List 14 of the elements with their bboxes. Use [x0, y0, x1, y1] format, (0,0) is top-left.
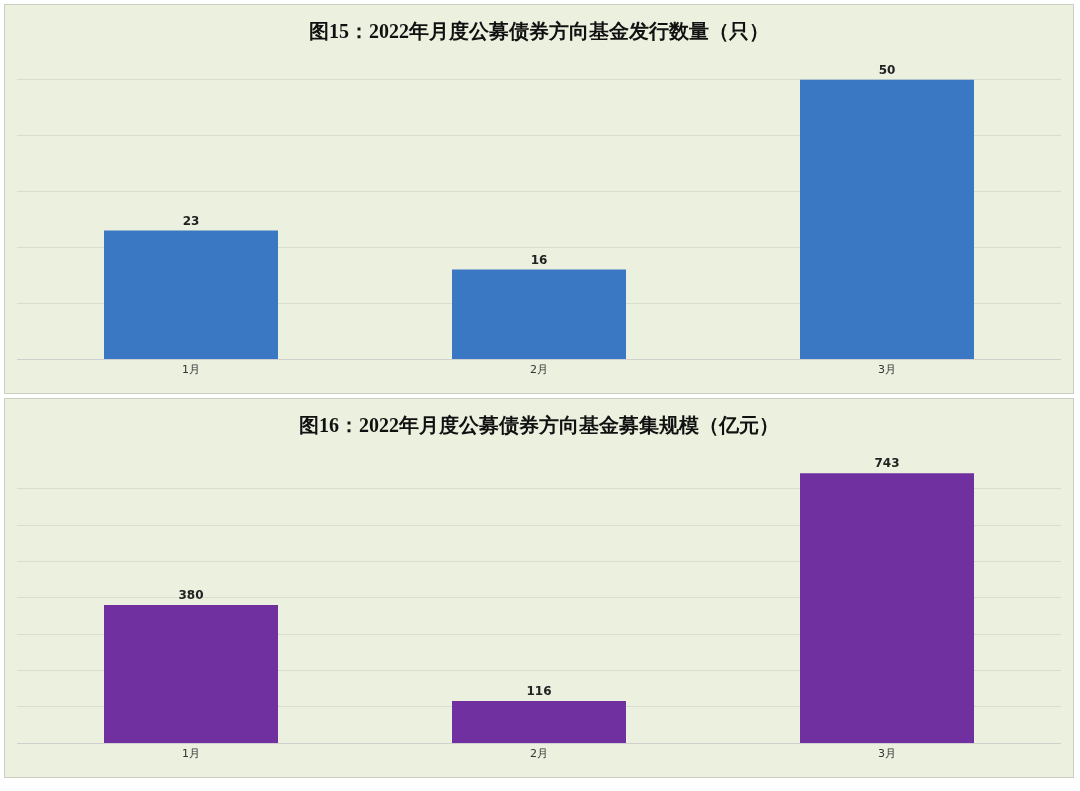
data-label: 743 [874, 456, 900, 471]
x-tick-label: 2月 [530, 363, 548, 377]
data-label: 116 [526, 683, 552, 698]
x-tick-label: 3月 [878, 363, 896, 377]
x-tick-label: 2月 [530, 747, 548, 761]
x-tick-label: 1月 [182, 363, 200, 377]
data-label: 50 [878, 62, 896, 77]
chart-title: 图15：2022年月度公募债券方向基金发行数量（只） [309, 20, 769, 43]
data-label: 16 [530, 252, 548, 267]
chart-title: 图16：2022年月度公募债券方向基金募集规模（亿元） [299, 413, 779, 436]
x-tick-label: 1月 [182, 747, 200, 761]
x-tick-label: 3月 [878, 747, 896, 761]
data-label: 380 [178, 588, 204, 603]
data-label: 23 [182, 213, 200, 228]
